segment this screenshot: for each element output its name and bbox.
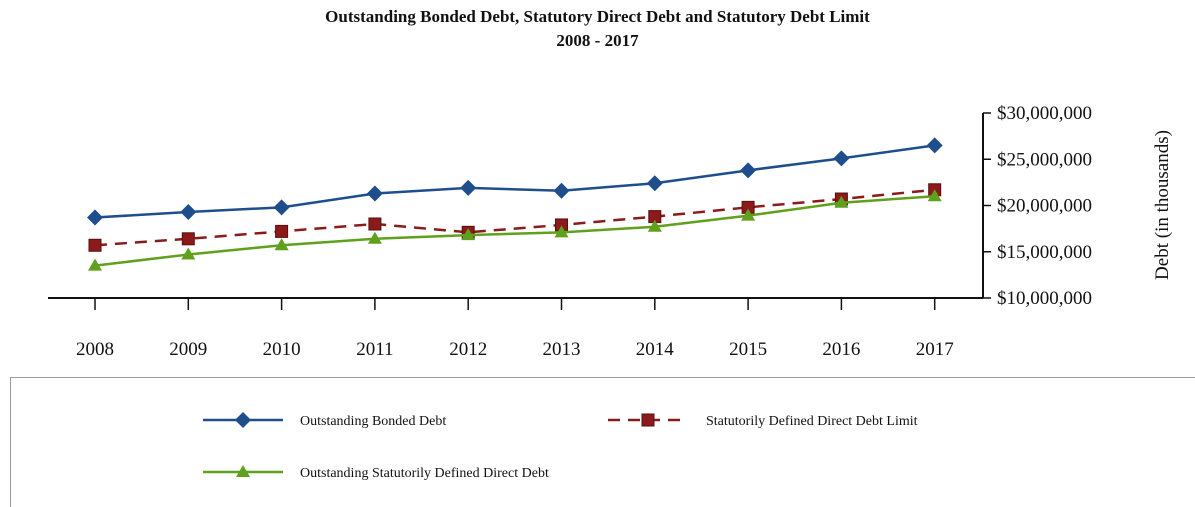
- legend: Outstanding Bonded Debt Statutorily Defin…: [203, 412, 918, 481]
- legend-item-1: Outstanding Bonded Debt: [203, 412, 446, 429]
- x-tick-label: 2013: [543, 339, 581, 360]
- chart-title-line1: Outstanding Bonded Debt, Statutory Direc…: [325, 7, 870, 26]
- data-point: [274, 238, 289, 251]
- data-point: [834, 195, 849, 208]
- series-line: [94, 144, 935, 219]
- data-point: [554, 225, 569, 238]
- data-point: [927, 189, 942, 202]
- series-2: [88, 183, 942, 252]
- legend-box: [10, 377, 1195, 507]
- series-1: [87, 137, 943, 226]
- data-point: [88, 238, 102, 252]
- x-tick-label: 2016: [822, 339, 860, 360]
- data-point: [647, 219, 662, 232]
- data-point: [553, 182, 570, 199]
- data-point: [368, 217, 382, 231]
- x-tick-label: 2008: [76, 339, 114, 360]
- legend-item-3: Outstanding Statutorily Defined Direct D…: [203, 465, 549, 481]
- legend-marker: [236, 465, 250, 477]
- y-axis-ticks: $10,000,000 $15,000,000 $20,000,000 $25,000…: [983, 103, 1092, 309]
- y-axis-title: Debt (in thousands): [1152, 130, 1173, 280]
- chart-title-line2: 2008 - 2017: [556, 31, 639, 50]
- y-tick-label: $30,000,000: [997, 103, 1092, 124]
- data-point: [461, 228, 476, 241]
- data-point: [87, 209, 103, 226]
- data-point: [275, 224, 289, 238]
- legend-label: Statutorily Defined Direct Debt Limit: [706, 414, 918, 429]
- data-point: [367, 231, 382, 244]
- data-point: [741, 208, 756, 221]
- data-point: [646, 175, 663, 192]
- series-layer: [87, 137, 943, 271]
- series-line: [94, 188, 935, 247]
- x-tick-label: 2017: [916, 339, 954, 360]
- x-tick-label: 2010: [263, 339, 301, 360]
- data-point: [740, 162, 757, 179]
- data-point: [926, 137, 943, 154]
- x-tick-label: 2009: [169, 339, 207, 360]
- x-tick-label: 2011: [356, 339, 393, 360]
- legend-label: Outstanding Statutorily Defined Direct D…: [300, 466, 549, 481]
- x-tick-label: 2012: [449, 339, 487, 360]
- y-tick-label: $25,000,000: [997, 149, 1092, 170]
- x-axis-ticks: 2008 2009 2010 2011 2012 2013 2014 2015 2016 2017: [76, 298, 954, 360]
- legend-marker: [641, 413, 655, 427]
- x-tick-label: 2014: [636, 339, 675, 360]
- data-point: [181, 247, 196, 260]
- y-tick-label: $20,000,000: [997, 196, 1092, 217]
- data-point: [181, 232, 195, 246]
- data-point: [460, 179, 477, 196]
- series-line: [94, 195, 935, 267]
- y-tick-label: $10,000,000: [997, 288, 1092, 309]
- data-point: [180, 203, 197, 220]
- series-3: [88, 189, 942, 271]
- y-tick-label: $15,000,000: [997, 242, 1092, 263]
- legend-marker: [235, 412, 251, 428]
- data-point: [366, 185, 383, 202]
- data-point: [833, 150, 850, 167]
- data-point: [273, 199, 290, 216]
- legend-label: Outstanding Bonded Debt: [300, 414, 446, 429]
- x-tick-label: 2015: [729, 339, 767, 360]
- data-point: [88, 258, 102, 271]
- legend-item-2: Statutorily Defined Direct Debt Limit: [608, 413, 918, 429]
